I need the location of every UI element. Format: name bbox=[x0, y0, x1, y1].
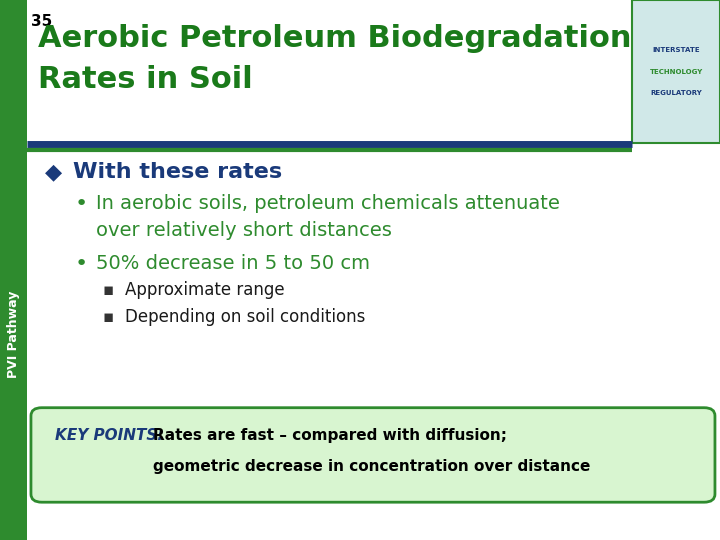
Text: Approximate range: Approximate range bbox=[125, 281, 284, 299]
Text: REGULATORY: REGULATORY bbox=[650, 90, 702, 96]
Text: KEY POINTS:: KEY POINTS: bbox=[55, 428, 163, 443]
Text: With these rates: With these rates bbox=[73, 162, 282, 182]
FancyBboxPatch shape bbox=[31, 408, 715, 502]
Bar bbox=[0, 0, 27, 540]
Bar bbox=[632, 0, 720, 143]
Text: 50% decrease in 5 to 50 cm: 50% decrease in 5 to 50 cm bbox=[96, 254, 370, 273]
Text: PVI Pathway: PVI Pathway bbox=[7, 291, 20, 379]
Text: INTERSTATE: INTERSTATE bbox=[652, 47, 700, 53]
Text: geometric decrease in concentration over distance: geometric decrease in concentration over… bbox=[153, 459, 590, 474]
Text: •: • bbox=[74, 194, 87, 214]
Text: In aerobic soils, petroleum chemicals attenuate
over relatively short distances: In aerobic soils, petroleum chemicals at… bbox=[96, 194, 559, 240]
Text: ◆: ◆ bbox=[45, 162, 63, 182]
Text: ▪: ▪ bbox=[103, 281, 114, 299]
Text: Depending on soil conditions: Depending on soil conditions bbox=[125, 308, 365, 326]
Text: Rates are fast – compared with diffusion;: Rates are fast – compared with diffusion… bbox=[153, 428, 508, 443]
Text: Rates in Soil: Rates in Soil bbox=[38, 65, 253, 94]
Text: •: • bbox=[74, 254, 87, 274]
Text: TECHNOLOGY: TECHNOLOGY bbox=[649, 69, 703, 75]
Text: 35: 35 bbox=[31, 14, 53, 29]
Text: Aerobic Petroleum Biodegradation: Aerobic Petroleum Biodegradation bbox=[38, 24, 631, 53]
Text: ▪: ▪ bbox=[103, 308, 114, 326]
